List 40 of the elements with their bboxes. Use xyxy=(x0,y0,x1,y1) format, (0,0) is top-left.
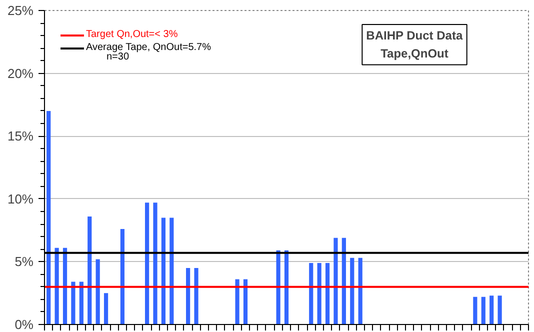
bar xyxy=(71,282,76,324)
bar xyxy=(490,296,494,324)
bar xyxy=(96,259,100,324)
bar xyxy=(334,238,338,324)
bar xyxy=(46,110,51,324)
y-tick-label: 15% xyxy=(7,128,34,144)
bar xyxy=(481,296,486,324)
bar xyxy=(120,229,124,324)
bar xyxy=(186,268,190,324)
bar xyxy=(88,216,92,324)
y-tick-label: 25% xyxy=(7,3,34,18)
bar xyxy=(62,248,68,324)
bar xyxy=(54,248,59,324)
annotation: n=30 xyxy=(106,52,130,62)
bar xyxy=(153,202,158,324)
bar xyxy=(325,262,330,324)
y-tick-label: 0% xyxy=(14,317,34,332)
bar xyxy=(104,293,108,324)
y-tick-label: 20% xyxy=(7,66,34,81)
bar xyxy=(194,268,198,324)
bar xyxy=(284,250,289,324)
y-tick-label: 5% xyxy=(14,254,34,270)
bar xyxy=(317,262,322,324)
bar xyxy=(170,218,174,324)
bar xyxy=(350,258,354,324)
bar xyxy=(309,262,314,324)
bar xyxy=(342,238,346,324)
bar xyxy=(144,202,150,324)
y-tick-label: 10% xyxy=(7,191,34,206)
bar xyxy=(473,296,478,324)
bar xyxy=(243,279,248,324)
legend-label: Target Qn,Out=< 3% xyxy=(86,29,178,40)
bar xyxy=(79,282,84,324)
bar xyxy=(358,258,362,324)
text: BAIHP Duct Data Tape,QnOut xyxy=(366,28,463,61)
bar xyxy=(498,296,502,324)
bar xyxy=(161,218,166,324)
legend-label: Average Tape, QnOut=5.7% xyxy=(86,42,211,53)
bar xyxy=(276,250,280,324)
bar xyxy=(235,279,240,324)
